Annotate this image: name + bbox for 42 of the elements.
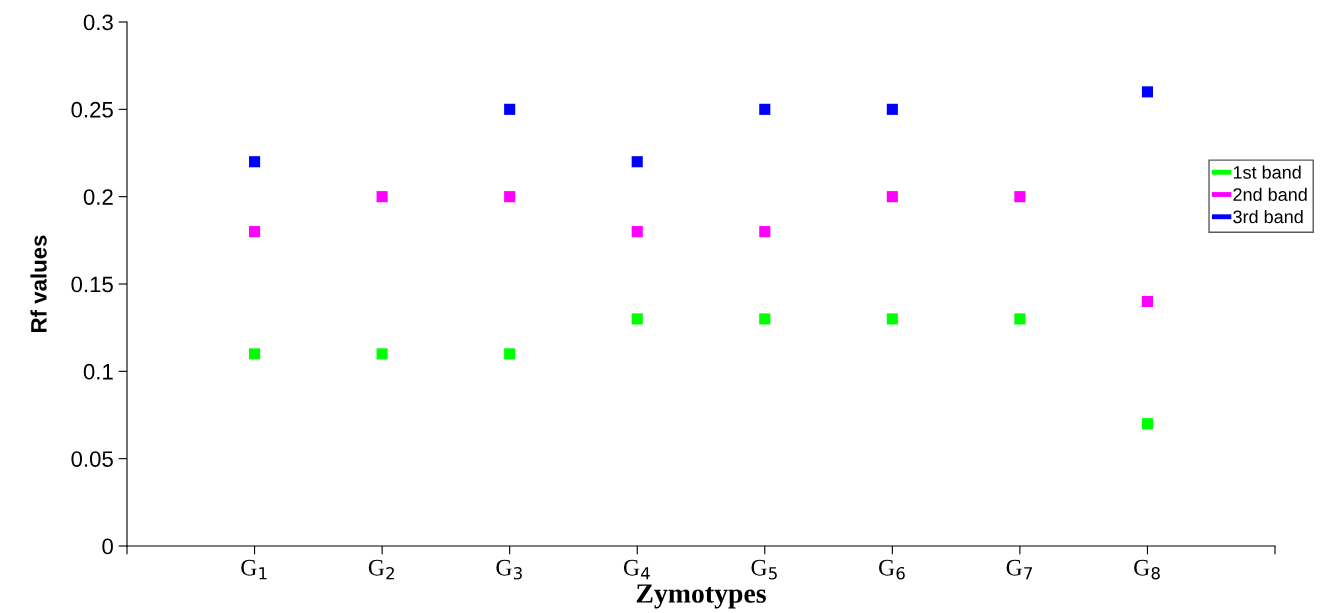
point <box>759 226 771 238</box>
y-tick-label: 0.05 <box>71 451 113 467</box>
x-tick-label: G$_{3}$ <box>496 559 522 580</box>
point <box>1141 86 1153 98</box>
point <box>759 313 771 325</box>
y-tick-label: 0 <box>102 538 113 555</box>
point <box>886 191 898 203</box>
legend-label: 3rd band <box>1233 209 1303 224</box>
x-tick-label: G$_{5}$ <box>751 559 777 580</box>
y-axis-title: Rf values <box>30 235 47 332</box>
point <box>759 103 771 115</box>
point <box>1141 418 1153 430</box>
y-tick-label: 0.2 <box>83 189 113 205</box>
point <box>504 191 516 203</box>
point <box>249 348 261 360</box>
point <box>631 156 643 168</box>
x-tick-label: G$_{7}$ <box>1006 559 1032 580</box>
x-tick-label: G$_{4}$ <box>623 559 650 580</box>
point <box>249 156 261 168</box>
y-tick-label: 0.1 <box>83 363 113 380</box>
legend-label: 1st band <box>1233 165 1301 179</box>
point <box>504 348 516 360</box>
point <box>1014 313 1026 325</box>
x-tick-label: G$_{8}$ <box>1134 559 1160 580</box>
point <box>249 226 261 238</box>
y-tick-label: 0.15 <box>71 276 113 293</box>
x-tick-label: G$_{1}$ <box>241 559 267 580</box>
point <box>886 103 898 115</box>
x-tick-label: G$_{2}$ <box>368 559 394 580</box>
point <box>631 313 643 325</box>
point <box>504 103 516 115</box>
point <box>376 191 388 203</box>
y-tick-label: 0.25 <box>71 101 113 118</box>
point <box>631 226 643 238</box>
y-tick-label: 0.3 <box>83 14 113 31</box>
point <box>886 313 898 325</box>
point <box>1141 295 1153 308</box>
point <box>1014 191 1026 203</box>
legend-label: 2nd band <box>1233 187 1307 202</box>
point <box>376 348 388 360</box>
x-tick-label: G$_{6}$ <box>879 559 905 580</box>
x-axis-title: Zymotypes <box>636 584 766 609</box>
